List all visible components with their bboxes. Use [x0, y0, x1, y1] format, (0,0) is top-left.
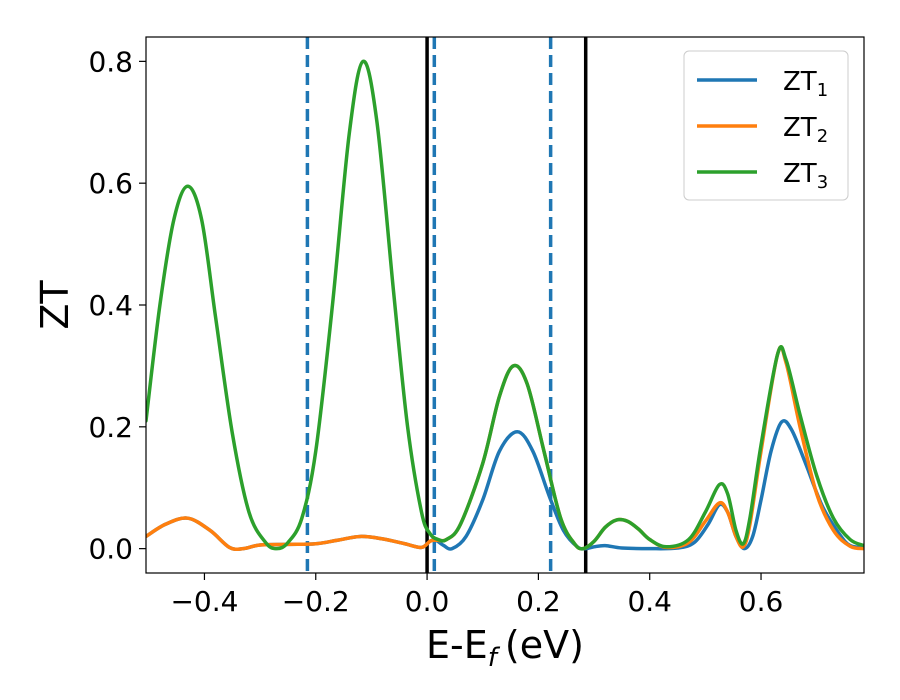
- y-tick-label: 0.0: [88, 533, 133, 566]
- legend-label-zt3: ZT3: [783, 159, 828, 193]
- x-tick-label: −0.2: [282, 585, 350, 618]
- y-axis-label: ZT: [33, 280, 77, 330]
- y-tick-label: 0.4: [88, 289, 133, 322]
- x-tick-label: 0.2: [516, 585, 561, 618]
- y-tick-label: 0.2: [88, 411, 133, 444]
- legend-label-zt2: ZT2: [783, 113, 828, 147]
- x-axis-ticks: −0.4 −0.2 0.0 0.2 0.4 0.6: [170, 573, 783, 618]
- x-tick-label: 0.0: [405, 585, 450, 618]
- legend-label-zt1: ZT1: [783, 67, 828, 101]
- x-axis-label: E-Ef (eV): [426, 623, 584, 673]
- legend: ZT1 ZT2 ZT3: [683, 50, 849, 201]
- x-tick-label: 0.4: [627, 585, 672, 618]
- y-tick-label: 0.8: [88, 45, 133, 78]
- x-tick-label: −0.4: [170, 585, 238, 618]
- x-tick-label: 0.6: [739, 585, 784, 618]
- x-axis-label-unit: (eV): [505, 623, 584, 667]
- x-axis-label-subscript: f: [488, 643, 501, 673]
- y-axis-ticks: 0.0 0.2 0.4 0.6 0.8: [88, 45, 146, 566]
- reference-lines: [305, 37, 588, 573]
- y-tick-label: 0.6: [88, 167, 133, 200]
- legend-box: [683, 50, 849, 201]
- series-lines: [146, 59, 864, 552]
- x-axis-label-main: E-E: [426, 623, 488, 667]
- series-line-zt3: [146, 59, 864, 551]
